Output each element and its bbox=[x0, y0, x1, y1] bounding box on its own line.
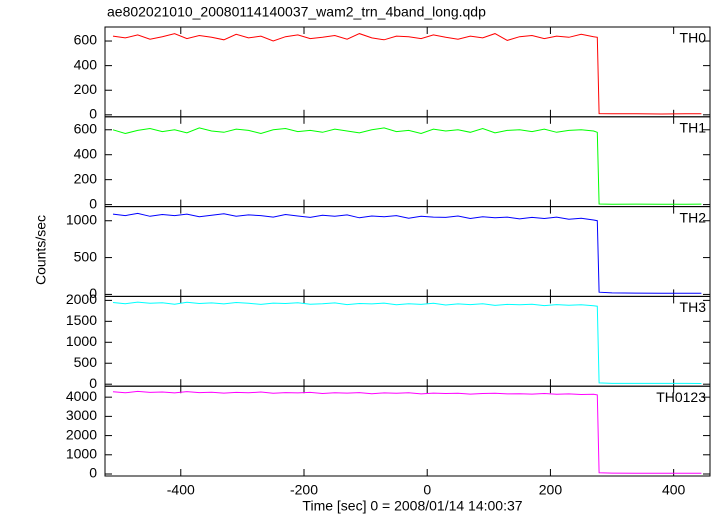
x-tick-label: 400 bbox=[662, 482, 686, 498]
y-tick-label: 4000 bbox=[66, 388, 97, 404]
plot-frame bbox=[104, 26, 711, 118]
x-axis-label: Time [sec] 0 = 2008/01/14 14:00:37 bbox=[302, 498, 522, 514]
y-tick-label: 0 bbox=[89, 465, 97, 481]
series-label: TH2 bbox=[680, 209, 707, 225]
series-label: TH1 bbox=[680, 120, 707, 136]
y-tick-label: 0 bbox=[89, 195, 97, 211]
y-tick-label: 0 bbox=[89, 106, 97, 122]
y-tick-label: 400 bbox=[74, 56, 98, 72]
y-tick-label: 1500 bbox=[66, 312, 97, 328]
y-tick-label: 200 bbox=[74, 170, 98, 186]
y-tick-label: 0 bbox=[89, 285, 97, 301]
y-tick-label: 1000 bbox=[66, 333, 97, 349]
y-tick-label: 0 bbox=[89, 375, 97, 391]
series-label: TH0 bbox=[680, 30, 707, 46]
y-axis-label: Counts/sec bbox=[33, 215, 49, 285]
plot-frame bbox=[104, 385, 711, 477]
y-tick-label: 3000 bbox=[66, 407, 97, 423]
series-line bbox=[112, 33, 702, 115]
series-line bbox=[112, 127, 702, 205]
x-tick-label: 200 bbox=[539, 482, 563, 498]
y-tick-label: 200 bbox=[74, 81, 98, 97]
plot-frame bbox=[104, 295, 711, 387]
series-line bbox=[112, 390, 702, 474]
series-line bbox=[112, 301, 702, 384]
x-tick-label: 0 bbox=[423, 482, 431, 498]
series-line bbox=[112, 212, 702, 294]
y-tick-label: 600 bbox=[74, 120, 98, 136]
y-tick-label: 1000 bbox=[66, 211, 97, 227]
y-tick-label: 400 bbox=[74, 145, 98, 161]
x-tick-label: -200 bbox=[290, 482, 318, 498]
y-tick-label: 1000 bbox=[66, 445, 97, 461]
x-tick-label: -400 bbox=[167, 482, 195, 498]
y-tick-label: 500 bbox=[74, 354, 98, 370]
y-tick-label: 2000 bbox=[66, 426, 97, 442]
y-tick-label: 2000 bbox=[66, 291, 97, 307]
y-tick-label: 500 bbox=[74, 248, 98, 264]
y-tick-label: 600 bbox=[74, 32, 98, 48]
chart-title: ae802021010_20080114140037_wam2_trn_4ban… bbox=[107, 4, 486, 20]
series-label: TH0123 bbox=[656, 389, 706, 405]
plot-frame bbox=[104, 206, 711, 297]
series-label: TH3 bbox=[680, 299, 707, 315]
